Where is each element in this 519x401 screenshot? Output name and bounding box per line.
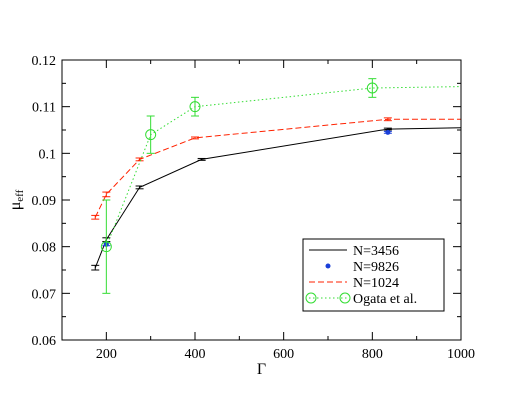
x-tick-label: 1000 bbox=[447, 347, 475, 362]
x-tick-label: 600 bbox=[273, 347, 294, 362]
legend-label: N=9826 bbox=[353, 260, 399, 275]
data-point bbox=[145, 129, 157, 141]
series-3 bbox=[100, 78, 462, 294]
y-axis-label-subscript: eff bbox=[14, 189, 26, 201]
y-tick-label: 0.12 bbox=[32, 54, 57, 69]
y-tick-label: 0.08 bbox=[32, 241, 57, 256]
legend-item: N=3456 bbox=[309, 244, 399, 259]
y-tick-label: 0.11 bbox=[32, 101, 56, 116]
legend-label: N=3456 bbox=[353, 244, 399, 259]
y-tick-label: 0.1 bbox=[39, 147, 57, 162]
legend-label: N=1024 bbox=[353, 276, 399, 291]
data-point bbox=[366, 82, 378, 94]
data-point bbox=[385, 129, 391, 135]
legend-marker bbox=[325, 263, 331, 269]
legend-box bbox=[302, 238, 445, 312]
legend-item: N=1024 bbox=[309, 276, 399, 291]
plot-frame bbox=[61, 59, 462, 341]
legend-item: N=9826 bbox=[325, 260, 399, 275]
legend-item: Ogata et al. bbox=[305, 292, 417, 307]
series-line bbox=[105, 86, 462, 247]
y-axis-label: μeff bbox=[7, 189, 26, 210]
y-tick-label: 0.06 bbox=[32, 334, 57, 349]
y-tick-label: 0.07 bbox=[32, 287, 57, 302]
legend-marker bbox=[305, 292, 317, 304]
x-tick-label: 400 bbox=[185, 347, 206, 362]
series-1 bbox=[102, 129, 392, 247]
series-layer bbox=[91, 78, 462, 294]
data-point bbox=[100, 241, 112, 253]
data-point bbox=[189, 101, 201, 113]
x-axis-label: Γ bbox=[257, 361, 266, 378]
legend-marker bbox=[339, 292, 351, 304]
y-tick-label: 0.09 bbox=[32, 194, 57, 209]
series-line bbox=[94, 118, 461, 218]
x-tick-label: 800 bbox=[362, 347, 383, 362]
series-2 bbox=[91, 117, 461, 220]
x-tick-label: 200 bbox=[96, 347, 117, 362]
tick-labels: 200 400 600 800 1000 0.06 0.07 0.08 0.09 0.1 0.11 0… bbox=[32, 54, 476, 362]
y-axis-label-main: μ bbox=[7, 202, 24, 211]
legend-label: Ogata et al. bbox=[353, 292, 417, 307]
